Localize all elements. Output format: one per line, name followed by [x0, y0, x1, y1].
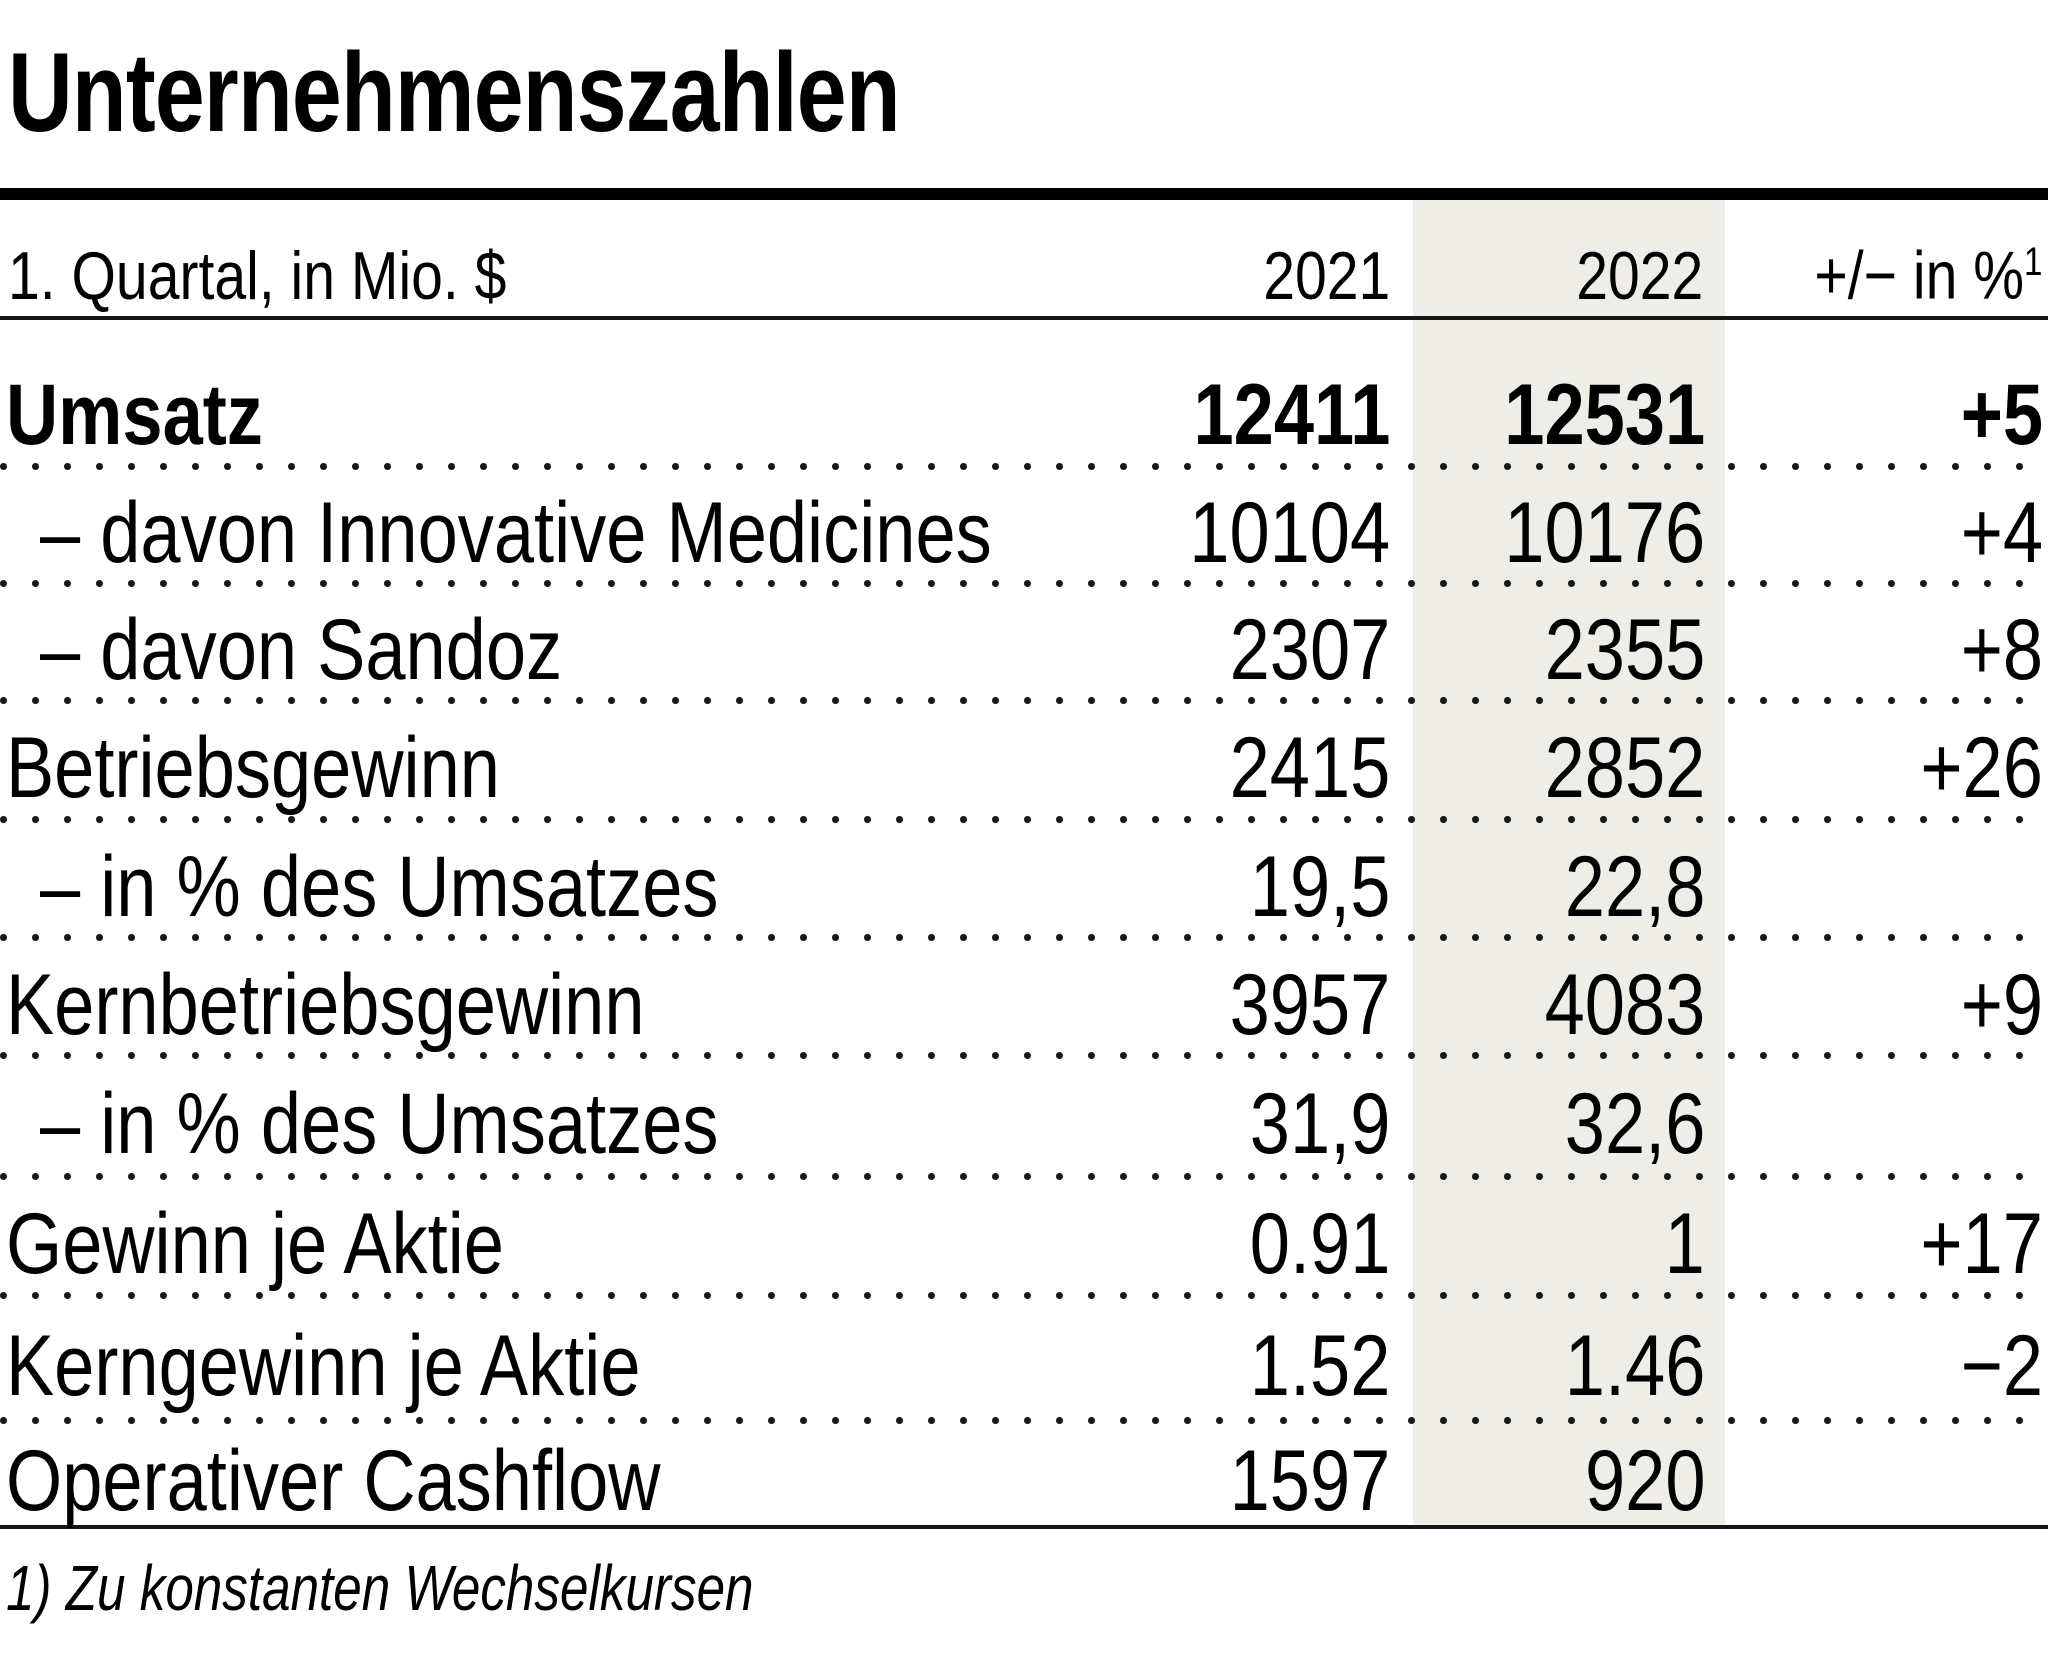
- cell-change: [1725, 1073, 2048, 1159]
- cell-2021: 2415: [1229, 720, 1390, 816]
- cell-2021: 0.91: [1249, 1196, 1390, 1292]
- footnote-marker: 1: [2023, 240, 2042, 285]
- cell-change: [1725, 1430, 2048, 1516]
- cell-2021: 31,9: [1249, 1076, 1390, 1172]
- table-row: Kerngewinn je Aktie 1.52 1.46 −2: [0, 1296, 2048, 1424]
- cell-2022: 2852: [1544, 720, 1705, 816]
- cell-2021: 12411: [1193, 367, 1390, 463]
- cell-2022: 2355: [1544, 602, 1705, 698]
- cell-2022: 4083: [1544, 956, 1705, 1053]
- cell-label: – davon Sandoz: [40, 602, 563, 698]
- table-row: – davon Sandoz 2307 2355 +8: [0, 584, 2048, 704]
- cell-2022: 10176: [1504, 485, 1705, 581]
- header-col-change: +/− in %1: [1813, 238, 2042, 314]
- cell-label: – davon Innovative Medicines: [40, 485, 992, 581]
- cell-2021: 1597: [1229, 1433, 1390, 1529]
- table-header-row: 1. Quartal, in Mio. $ 2021 2022 +/− in %…: [0, 200, 2048, 316]
- title-rule: [0, 188, 2048, 200]
- cell-label: Betriebsgewinn: [6, 720, 500, 816]
- cell-label: Umsatz: [6, 367, 263, 463]
- table-row: – in % des Umsatzes 19,5 22,8: [0, 820, 2048, 941]
- cell-label: – in % des Umsatzes: [40, 838, 719, 935]
- table-body: Umsatz 12411 12531 +5 – davon Innovative…: [0, 320, 2048, 1526]
- cell-2021: 10104: [1189, 485, 1390, 581]
- table-row: – in % des Umsatzes 31,9 32,6: [0, 1056, 2048, 1180]
- header-col-2021: 2021: [1262, 238, 1390, 314]
- cell-change: +9: [1960, 956, 2043, 1053]
- cell-2022: 22,8: [1564, 838, 1705, 935]
- cell-2022: 12531: [1504, 367, 1705, 463]
- cell-change: −2: [1960, 1318, 2043, 1414]
- cell-2022: 1: [1664, 1196, 1705, 1292]
- table-row: Betriebsgewinn 2415 2852 +26: [0, 701, 2048, 823]
- cell-label: – in % des Umsatzes: [40, 1076, 719, 1172]
- table-row: Gewinn je Aktie 0.91 1 +17: [0, 1177, 2048, 1299]
- cell-label: Gewinn je Aktie: [6, 1196, 504, 1292]
- header-col-2022: 2022: [1575, 238, 1703, 314]
- table-bottom-rule: [0, 1525, 2048, 1529]
- page-title: Unternehmenszahlen: [8, 30, 901, 155]
- table-row: Operativer Cashflow 1597 920: [0, 1421, 2048, 1526]
- cell-2021: 19,5: [1249, 838, 1390, 935]
- cell-change: +4: [1960, 485, 2043, 581]
- cell-change: +17: [1920, 1196, 2043, 1292]
- cell-change: +8: [1960, 602, 2043, 698]
- cell-2021: 3957: [1229, 956, 1390, 1053]
- cell-2021: 1.52: [1249, 1318, 1390, 1414]
- header-unit-label: 1. Quartal, in Mio. $: [8, 238, 507, 314]
- footnote: 1) Zu konstanten Wechselkursen: [6, 1552, 754, 1624]
- cell-change: +26: [1920, 720, 2043, 816]
- cell-label: Kernbetriebsgewinn: [6, 956, 645, 1053]
- table-row: – davon Innovative Medicines 10104 10176…: [0, 467, 2048, 587]
- cell-2022: 1.46: [1564, 1318, 1705, 1414]
- cell-2021: 2307: [1229, 602, 1390, 698]
- cell-label: Operativer Cashflow: [6, 1433, 661, 1529]
- cell-2022: 32,6: [1564, 1076, 1705, 1172]
- column-2022-highlight: [1413, 200, 1725, 1525]
- cell-change: +5: [1960, 367, 2043, 463]
- table-row: Umsatz 12411 12531 +5: [0, 320, 2048, 470]
- table-row: Kernbetriebsgewinn 3957 4083 +9: [0, 938, 2048, 1059]
- header-rule: [0, 316, 2048, 320]
- cell-2022: 920: [1584, 1433, 1705, 1529]
- cell-label: Kerngewinn je Aktie: [6, 1318, 641, 1414]
- cell-change: [1725, 836, 2048, 922]
